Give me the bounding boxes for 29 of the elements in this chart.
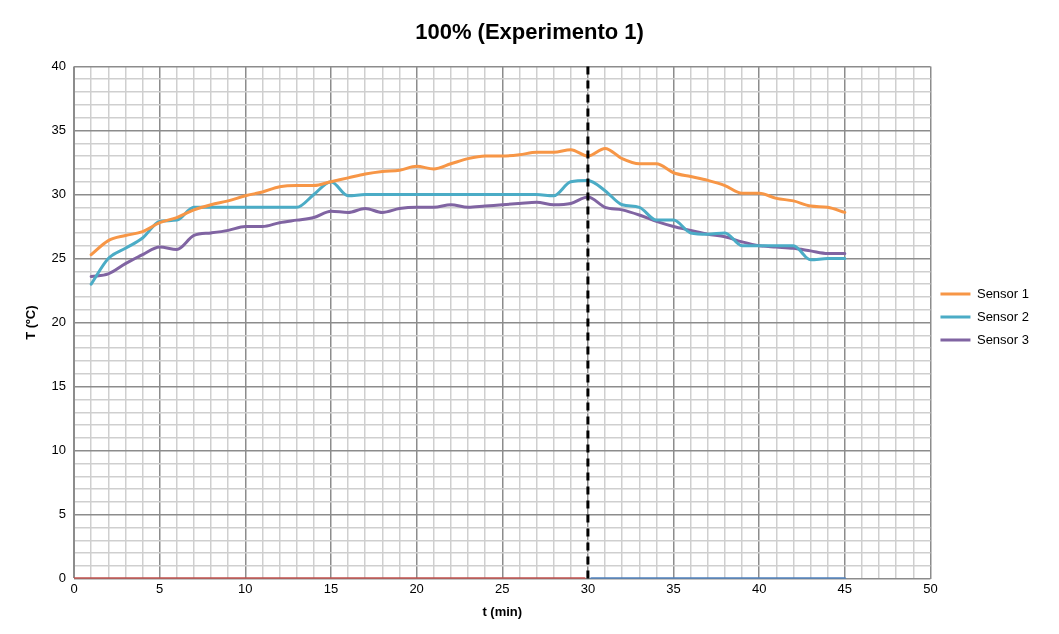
legend-label: Sensor 3 (976, 331, 1030, 347)
line-series (89, 146, 847, 257)
legend-label: Sensor 2 (976, 308, 1030, 324)
x-tick-label: 5 (156, 581, 164, 597)
x-tick-label: 25 (495, 581, 510, 597)
x-tick-label: 35 (666, 581, 681, 597)
x-tick-label: 40 (751, 581, 767, 597)
y-tick-label: 0 (58, 570, 67, 586)
y-tick-label: 25 (51, 250, 67, 266)
x-tick-label: 10 (238, 581, 253, 597)
y-tick-label: 30 (51, 186, 67, 202)
y-tick-label: 35 (51, 122, 67, 138)
y-tick-label: 5 (58, 506, 67, 522)
x-tick-label: 30 (580, 581, 596, 597)
line-series (89, 178, 847, 286)
line-series (89, 195, 847, 278)
y-tick-label: 20 (51, 314, 67, 330)
x-tick-label: 0 (70, 581, 78, 597)
legend-label: Sensor 1 (976, 285, 1030, 301)
x-axis-title: t (min) (482, 603, 523, 619)
x-tick-label: 50 (923, 581, 938, 597)
y-tick-label: 15 (51, 378, 67, 394)
x-tick-label: 45 (837, 581, 853, 597)
y-tick-label: 40 (51, 57, 67, 73)
x-tick-label: 20 (409, 581, 424, 597)
y-axis-title: T (ºC) (23, 305, 39, 340)
chart-title: 100% (Experimento 1) (415, 19, 644, 45)
y-tick-label: 10 (51, 442, 67, 458)
x-tick-label: 15 (323, 581, 339, 597)
